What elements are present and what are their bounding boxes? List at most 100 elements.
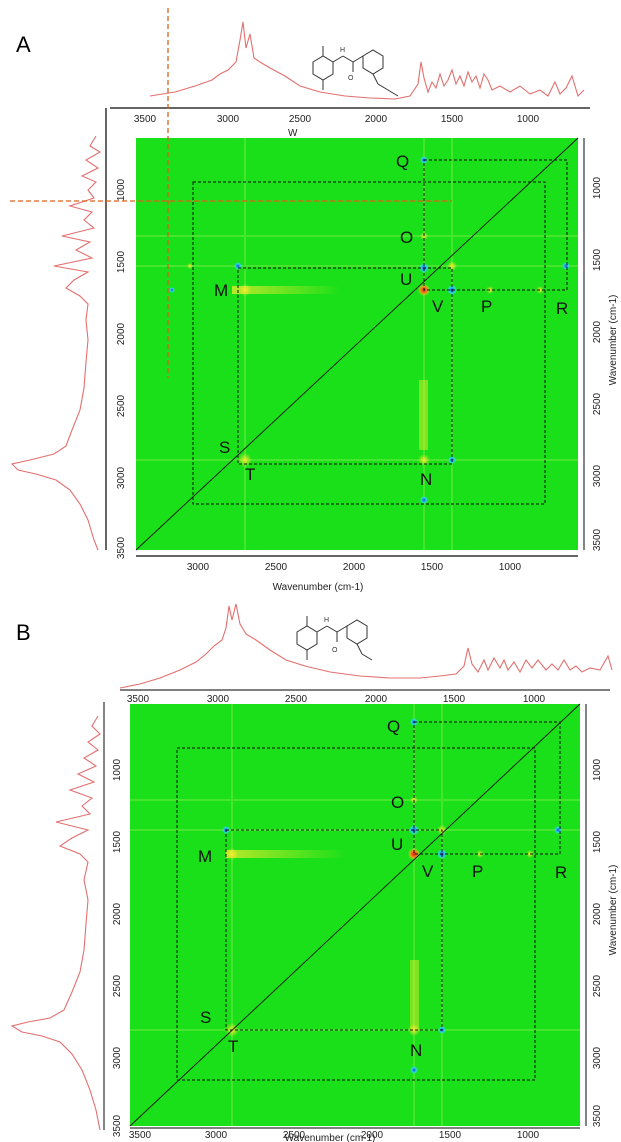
- panel-a-right-tick: 2500: [592, 392, 603, 415]
- panel-b-bottom-tick: 1500: [439, 1130, 462, 1141]
- panel-a-right-tick: 2000: [592, 320, 603, 343]
- panel-b-diagonal: [129, 703, 581, 1127]
- panel-b-top-tick: 3500: [127, 694, 150, 705]
- panel-b-left-tick: 2000: [112, 902, 123, 925]
- panel-b-bottom-ticks: 3500 3000 2500 2000 1500 1000: [129, 1130, 540, 1141]
- panel-b-top-ticks: 3500 3000 2500 2000 1500 1000: [127, 694, 546, 705]
- panel-b-2d-map: [129, 703, 581, 1127]
- panel-b-x-axis-title: Wavenumber (cm-1): [285, 1133, 376, 1142]
- panel-b-right-ticks: 1000 1500 2000 2500 3000 3500: [592, 758, 603, 1127]
- panel-a-bottom-tick: 1000: [499, 562, 522, 573]
- svg-text:O: O: [348, 75, 354, 82]
- peak-label-u: U: [391, 835, 403, 854]
- panel-b-bottom-tick: 3000: [205, 1130, 228, 1141]
- panel-a-top-tick: 1500: [441, 114, 464, 125]
- panel-b-right-tick: 2000: [592, 902, 603, 925]
- panel-b-left-spectrum: [10, 715, 101, 1131]
- peak-label-v: V: [432, 297, 444, 316]
- peak-label-s: S: [219, 438, 230, 457]
- panel-b-left-ticks: 1000 1500 2000 2500 3000 3500: [112, 758, 123, 1137]
- panel-a-right-tick: 3500: [592, 528, 603, 551]
- panel-a-right-ticks: 1000 1500 2000 2500 3000 3500: [592, 176, 603, 551]
- panel-b: B H O 3500 3000 2500 2000 1500 1000: [10, 603, 619, 1142]
- panel-b-top-tick: 1000: [523, 694, 546, 705]
- peak-label-r: R: [556, 299, 568, 318]
- panel-a-w-label: W: [288, 128, 298, 139]
- panel-b-label: B: [16, 620, 31, 645]
- panel-a-dashed-box: [192, 181, 546, 505]
- panel-a-bottom-tick: 1500: [421, 562, 444, 573]
- peak-label-m: M: [214, 281, 228, 300]
- panel-a-top-tick: 2000: [365, 114, 388, 125]
- panel-a-x-axis-title: Wavenumber (cm-1): [273, 582, 364, 593]
- panel-b-top-spectrum: [119, 603, 613, 689]
- peak-label-n: N: [410, 1041, 422, 1060]
- panel-a-bottom-tick: 2000: [343, 562, 366, 573]
- panel-b-left-tick: 3500: [112, 1114, 123, 1137]
- peak-label-q: Q: [387, 717, 400, 736]
- panel-a-top-spectrum: [149, 21, 585, 100]
- panel-a-top-tick: 3000: [217, 114, 240, 125]
- panel-a-diagonal: [135, 137, 579, 551]
- panel-a-right-tick: 1500: [592, 248, 603, 271]
- panel-a-bottom-tick: 2500: [265, 562, 288, 573]
- panel-b-top-tick: 3000: [207, 694, 230, 705]
- panel-a-dashed-box: [237, 267, 453, 465]
- panel-b-top-tick: 1500: [443, 694, 466, 705]
- panel-a-top-ticks: 3500 3000 2500 2000 1500 1000: [134, 114, 540, 125]
- panel-a-y-axis-title: Wavenumber (cm-1): [608, 295, 619, 386]
- panel-b-right-tick: 1500: [592, 830, 603, 853]
- peak-label-s: S: [200, 1008, 211, 1027]
- panel-b-bottom-tick: 2500: [283, 1130, 306, 1141]
- panel-a-left-tick: 1000: [116, 178, 127, 201]
- panel-b-left-tick: 3000: [112, 1046, 123, 1069]
- peak-label-n: N: [420, 470, 432, 489]
- panel-a-left-tick: 3000: [116, 466, 127, 489]
- peak-label-o: O: [400, 228, 413, 247]
- panel-a-dashed-box: [423, 159, 568, 291]
- panel-a-bottom-ticks: 3000 2500 2000 1500 1000: [187, 562, 522, 573]
- peak-label-q: Q: [396, 152, 409, 171]
- panel-a-left-spectrum: [10, 135, 102, 551]
- panel-b-top-tick: 2500: [285, 694, 308, 705]
- panel-a-bottom-tick: 3000: [187, 562, 210, 573]
- panel-a-2d-map: [135, 137, 579, 551]
- svg-text:O: O: [332, 647, 338, 654]
- panel-b-left-tick: 1500: [112, 830, 123, 853]
- panel-b-y-axis-title: Wavenumber (cm-1): [608, 865, 619, 956]
- panel-a: A 3500 3000 2500 2000 1500 1000 W: [10, 8, 619, 593]
- peak-label-v: V: [422, 862, 434, 881]
- panel-a-molecule-icon: H O: [312, 46, 399, 97]
- panel-a-left-tick: 2000: [116, 322, 127, 345]
- panel-a-top-tick: 1000: [517, 114, 540, 125]
- peak-label-t: T: [245, 465, 255, 484]
- panel-b-dashed-box: [225, 829, 443, 1031]
- peak-label-u: U: [400, 270, 412, 289]
- panel-b-molecule-icon: H O: [296, 616, 373, 661]
- peak-label-t: T: [228, 1037, 238, 1056]
- panel-a-left-tick: 2500: [116, 394, 127, 417]
- panel-b-right-tick: 1000: [592, 758, 603, 781]
- panel-b-top-tick: 2000: [365, 694, 388, 705]
- panel-b-left-tick: 2500: [112, 974, 123, 997]
- panel-a-left-tick: 3500: [116, 536, 127, 559]
- panel-a-top-tick: 2500: [289, 114, 312, 125]
- panel-b-peak-labels: Q O U M V P R S T N: [198, 717, 567, 1060]
- panel-a-top-tick: 3500: [134, 114, 157, 125]
- panel-b-dashed-box: [413, 721, 561, 855]
- panel-a-label: A: [16, 32, 31, 57]
- panel-a-left-tick: 1500: [116, 250, 127, 273]
- panel-b-right-tick: 3000: [592, 1046, 603, 1069]
- svg-text:H: H: [340, 47, 345, 54]
- svg-text:H: H: [324, 617, 329, 624]
- panel-b-bottom-tick: 2000: [361, 1130, 384, 1141]
- panel-a-peak-labels: Q O U M V P R S T N: [214, 152, 568, 489]
- panel-a-right-tick: 1000: [592, 176, 603, 199]
- panel-b-left-tick: 1000: [112, 758, 123, 781]
- panel-b-bottom-tick: 3500: [129, 1130, 152, 1141]
- panel-a-left-ticks: 1000 1500 2000 2500 3000 3500: [116, 178, 127, 559]
- peak-label-o: O: [391, 793, 404, 812]
- panel-b-right-tick: 3500: [592, 1104, 603, 1127]
- peak-label-p: P: [472, 862, 483, 881]
- panel-b-right-tick: 2500: [592, 974, 603, 997]
